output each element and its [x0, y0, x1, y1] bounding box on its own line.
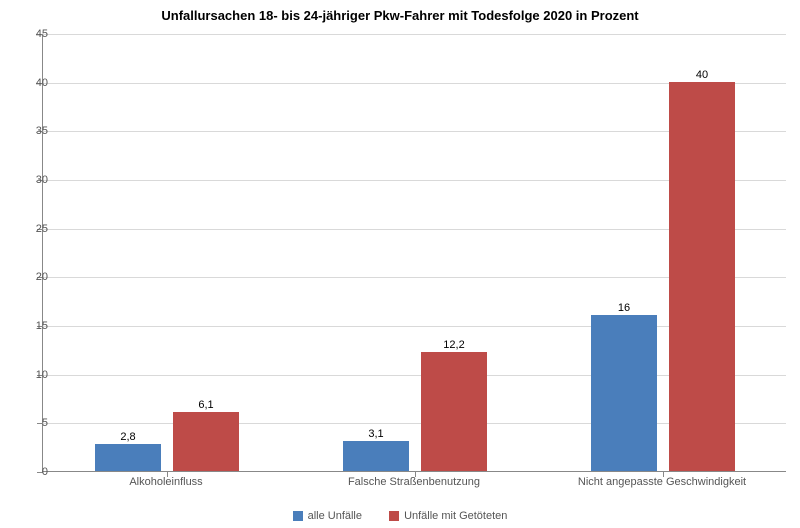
x-axis-label: Nicht angepasste Geschwindigkeit	[578, 476, 746, 488]
legend: alle Unfälle Unfälle mit Getöteten	[0, 510, 800, 522]
y-axis-label: 35	[8, 125, 48, 137]
y-axis-label: 45	[8, 28, 48, 40]
y-axis-label: 20	[8, 271, 48, 283]
y-axis-label: 30	[8, 174, 48, 186]
bar	[95, 444, 161, 471]
bar	[173, 412, 239, 471]
bar	[343, 441, 409, 471]
bar-value-label: 12,2	[424, 339, 484, 351]
legend-item-0: alle Unfälle	[293, 510, 362, 522]
x-axis-label: Alkoholeinfluss	[129, 476, 202, 488]
y-axis-label: 25	[8, 223, 48, 235]
legend-swatch-1	[389, 511, 399, 521]
y-axis-label: 15	[8, 320, 48, 332]
x-axis-label: Falsche Straßenbenutzung	[348, 476, 480, 488]
bar	[421, 352, 487, 471]
bar	[669, 82, 735, 471]
plot-area: 2,8 6,1 3,1 12,2 16 40	[42, 34, 786, 472]
bar-value-label: 6,1	[176, 399, 236, 411]
bar	[591, 315, 657, 471]
bar-value-label: 16	[594, 302, 654, 314]
bar-value-label: 3,1	[346, 428, 406, 440]
legend-swatch-0	[293, 511, 303, 521]
chart-container: Unfallursachen 18- bis 24-jähriger Pkw-F…	[0, 0, 800, 528]
y-axis-label: 10	[8, 369, 48, 381]
y-axis-label: 5	[8, 417, 48, 429]
y-axis-label: 40	[8, 77, 48, 89]
legend-label-1: Unfälle mit Getöteten	[404, 510, 507, 522]
chart-title: Unfallursachen 18- bis 24-jähriger Pkw-F…	[0, 8, 800, 23]
legend-item-1: Unfälle mit Getöteten	[389, 510, 507, 522]
bar-value-label: 2,8	[98, 431, 158, 443]
gridline	[43, 34, 786, 35]
y-axis-label: 0	[8, 466, 48, 478]
legend-label-0: alle Unfälle	[308, 510, 362, 522]
bar-value-label: 40	[672, 69, 732, 81]
